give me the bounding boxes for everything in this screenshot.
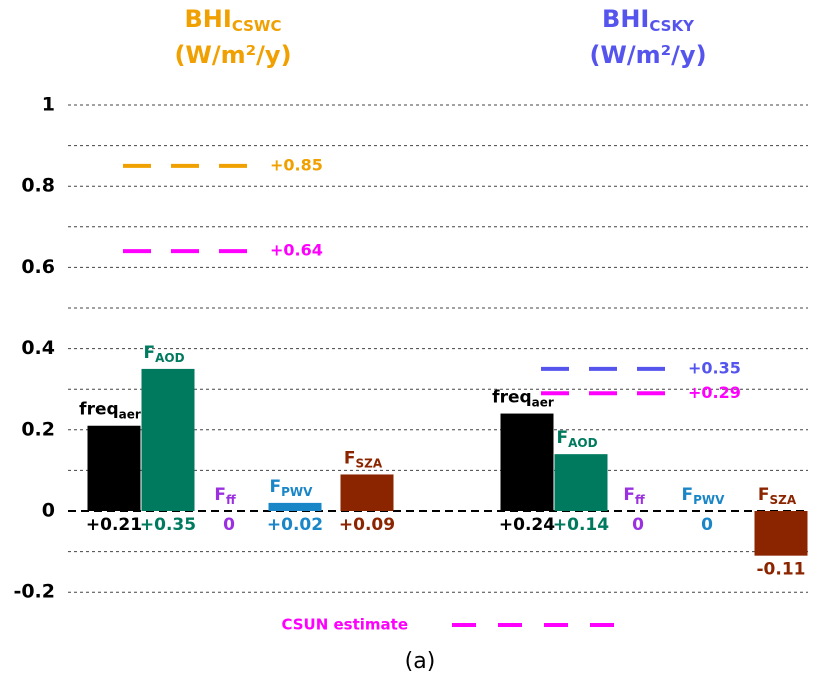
bar bbox=[340, 474, 394, 511]
category-sub: PWV bbox=[281, 484, 313, 498]
value-label: +0.02 bbox=[267, 515, 323, 535]
estimate-label: +0.35 bbox=[688, 358, 741, 377]
bar bbox=[500, 413, 554, 511]
group-unit: (W/m²/y) bbox=[174, 41, 291, 69]
title-main: BHI bbox=[602, 5, 649, 33]
category-name: F bbox=[143, 343, 155, 363]
category-label: FSZA bbox=[344, 448, 383, 470]
title-main: BHI bbox=[185, 5, 232, 33]
value-label: +0.09 bbox=[339, 515, 395, 535]
category-name: F bbox=[623, 485, 635, 505]
legend-label: CSUN estimate bbox=[281, 616, 408, 634]
category-name: F bbox=[214, 485, 226, 505]
bar bbox=[554, 454, 608, 511]
value-label: +0.21 bbox=[86, 515, 142, 535]
estimate-label: +0.85 bbox=[270, 155, 323, 174]
category-name: F bbox=[556, 428, 568, 448]
category-sub: AOD bbox=[568, 436, 597, 450]
y-tick-label: -0.2 bbox=[13, 581, 55, 603]
category-sub: ff bbox=[226, 493, 236, 507]
bar bbox=[268, 502, 322, 511]
y-tick-label: 0.4 bbox=[21, 337, 55, 359]
category-sub: SZA bbox=[355, 456, 382, 470]
category-sub: SZA bbox=[769, 493, 796, 507]
category-label: freqaer bbox=[492, 388, 554, 410]
category-label: FPWV bbox=[682, 485, 726, 507]
value-label: +0.35 bbox=[140, 515, 196, 535]
title-sub: CSKY bbox=[649, 17, 695, 35]
category-name: F bbox=[344, 448, 356, 468]
y-tick-label: 0.6 bbox=[21, 256, 55, 278]
category-label: FAOD bbox=[143, 343, 184, 365]
estimate-label: +0.29 bbox=[688, 383, 741, 402]
group-title: BHICSWC bbox=[185, 5, 282, 35]
category-label: Fff bbox=[623, 485, 645, 507]
category-name: F bbox=[682, 485, 694, 505]
category-sub: AOD bbox=[155, 350, 184, 364]
title-sub: CSWC bbox=[232, 17, 282, 35]
value-label: +0.14 bbox=[553, 515, 609, 535]
caption: (a) bbox=[405, 649, 436, 674]
y-tick-label: 0 bbox=[42, 500, 55, 522]
value-label: -0.11 bbox=[757, 560, 806, 580]
category-name: freq bbox=[492, 388, 531, 408]
y-tick-label: 1 bbox=[42, 94, 55, 116]
bar bbox=[87, 425, 141, 511]
bar bbox=[754, 511, 808, 556]
estimate-label: +0.64 bbox=[270, 241, 323, 260]
value-label: 0 bbox=[701, 515, 713, 535]
value-label: 0 bbox=[632, 515, 644, 535]
category-label: FPWV bbox=[270, 477, 314, 499]
y-tick-label: 0.2 bbox=[21, 418, 55, 440]
category-label: FSZA bbox=[758, 485, 797, 507]
value-label: +0.24 bbox=[499, 515, 555, 535]
group-unit: (W/m²/y) bbox=[589, 41, 706, 69]
category-label: Fff bbox=[214, 485, 236, 507]
category-label: FAOD bbox=[556, 428, 597, 450]
category-sub: aer bbox=[119, 407, 141, 421]
bar bbox=[141, 368, 195, 511]
category-sub: PWV bbox=[693, 493, 725, 507]
category-sub: ff bbox=[635, 493, 645, 507]
category-name: F bbox=[758, 485, 770, 505]
y-tick-label: 0.8 bbox=[21, 175, 55, 197]
category-label: freqaer bbox=[79, 400, 141, 422]
group-title: BHICSKY bbox=[602, 5, 695, 35]
category-sub: aer bbox=[532, 395, 554, 409]
category-name: freq bbox=[79, 400, 118, 420]
value-label: 0 bbox=[223, 515, 235, 535]
category-name: F bbox=[270, 477, 282, 497]
